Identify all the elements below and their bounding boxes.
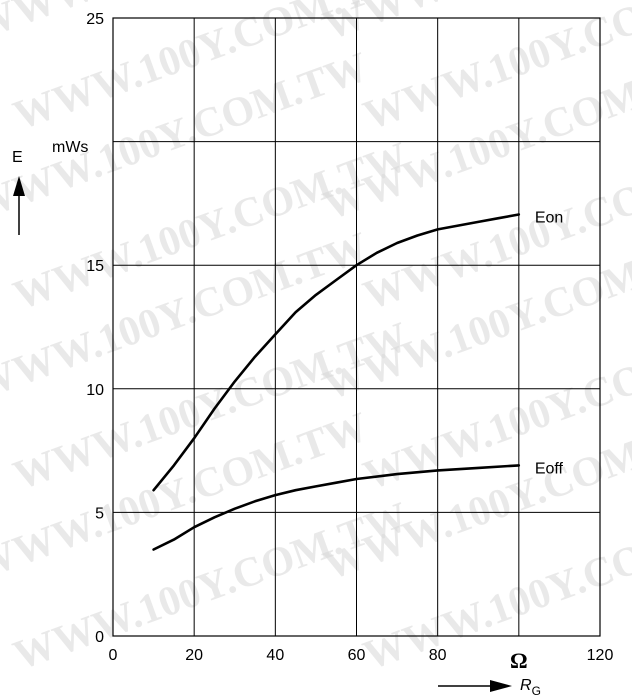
x-tick-label: 0 bbox=[109, 647, 118, 664]
x-tick-label: 120 bbox=[587, 647, 614, 664]
x-axis-label: RG bbox=[520, 677, 541, 698]
y-tick-label: 0 bbox=[95, 629, 104, 646]
y-tick-label: 15 bbox=[86, 258, 104, 275]
x-tick-labels: 0 20 40 60 80 120 bbox=[109, 647, 614, 664]
x-axis-arrow-icon bbox=[438, 680, 512, 692]
y-tick-label: 25 bbox=[86, 11, 104, 28]
x-unit-label: Ω bbox=[510, 648, 528, 673]
y-tick-label: 10 bbox=[86, 382, 104, 399]
y-axis-arrow-icon bbox=[13, 176, 25, 235]
x-tick-label: 80 bbox=[429, 647, 447, 664]
plot-frame bbox=[112, 17, 601, 637]
series-line-eoff bbox=[152, 464, 521, 551]
y-tick-label: 5 bbox=[95, 505, 104, 522]
y-tick-labels: 0 5 10 15 25 bbox=[86, 11, 104, 646]
x-tick-label: 20 bbox=[185, 647, 203, 664]
series-group: Eon Eoff bbox=[152, 210, 564, 551]
series-label-eoff: Eoff bbox=[535, 460, 564, 477]
x-axis-symbol: R bbox=[520, 677, 532, 694]
series-line-eon bbox=[152, 213, 521, 492]
y-axis-label: E bbox=[12, 149, 23, 166]
x-tick-label: 40 bbox=[266, 647, 284, 664]
x-axis-subscript: G bbox=[532, 684, 541, 698]
watermark-layer: WWW.100Y.COM.TWWWW.100Y.COM.TWWWW.100Y.C… bbox=[0, 0, 632, 679]
series-label-eon: Eon bbox=[535, 210, 563, 227]
y-unit-label: mWs bbox=[52, 139, 88, 156]
x-tick-label: 60 bbox=[348, 647, 366, 664]
